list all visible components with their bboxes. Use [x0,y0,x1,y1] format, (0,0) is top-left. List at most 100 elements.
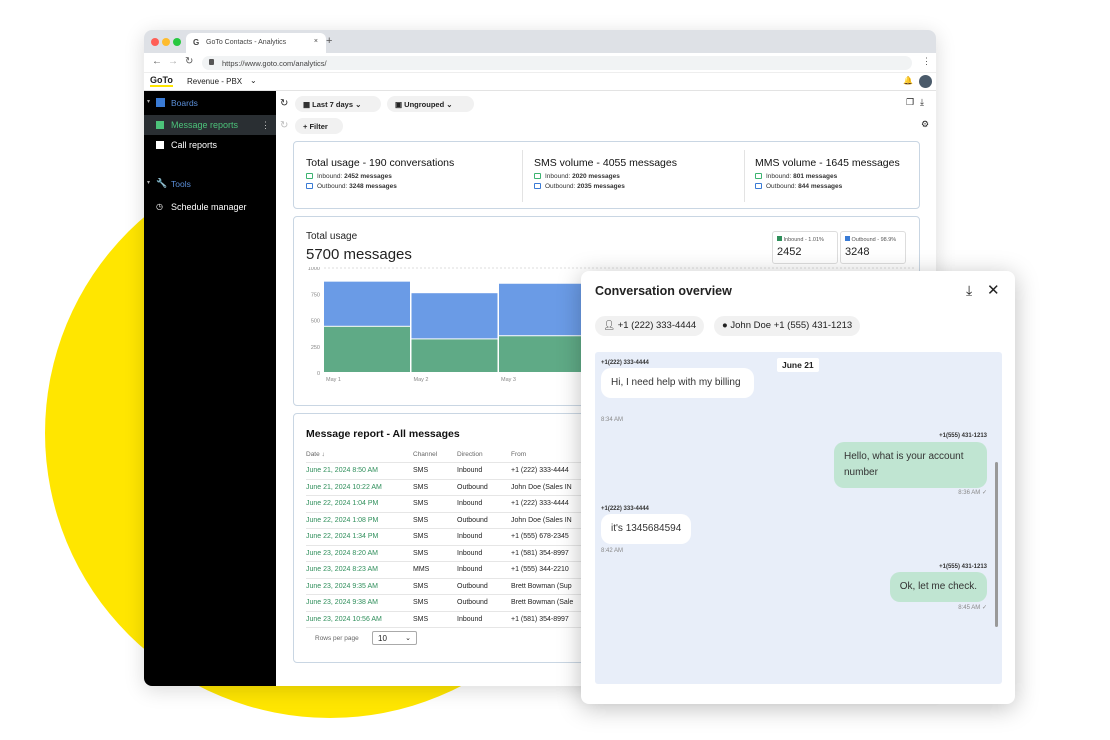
date-cell[interactable]: June 22, 2024 1:08 PM [306,512,413,529]
tab-title: GoTo Contacts - Analytics [206,39,287,46]
browser-tab[interactable]: G GoTo Contacts - Analytics × [186,33,326,53]
sidebar-item-call-reports[interactable]: Call reports [144,135,276,155]
divider [744,150,745,202]
date-cell[interactable]: June 23, 2024 8:20 AM [306,545,413,562]
channel-cell: MMS [413,561,457,579]
goto-logo[interactable]: GoTo [150,75,173,87]
browser-menu-icon[interactable]: ⋮ [922,56,931,66]
outbound-icon [534,183,541,189]
copy-icon[interactable]: ❐ [906,97,915,107]
download-icon[interactable]: ⤓ [966,282,973,298]
sidebar-section-boards[interactable]: ▾ Boards [144,93,276,113]
rows-per-page-label: Rows per page [315,635,359,642]
close-window-button[interactable] [151,38,159,46]
message-sender: +1(222) 333-4444 [601,506,649,512]
date-cell[interactable]: June 23, 2024 8:23 AM [306,561,413,579]
y-tick-label: 1000 [308,267,320,272]
message-sender: +1(555) 431-1213 [939,564,987,570]
sidebar-item-label: Call reports [171,140,218,150]
direction-cell: Outbound [457,512,511,529]
channel-cell: SMS [413,479,457,496]
date-cell[interactable]: June 22, 2024 1:34 PM [306,528,413,546]
date-cell[interactable]: June 23, 2024 9:35 AM [306,578,413,595]
grid-icon [156,141,164,149]
check-icon: ✓ [981,605,987,611]
more-icon[interactable]: ⋮ [261,120,270,130]
outbound-icon [306,183,313,189]
column-header-channel[interactable]: Channel [413,446,457,463]
reload-icon[interactable]: ↻ [185,56,194,67]
direction-cell: Outbound [457,594,511,612]
close-icon[interactable]: ✕ [987,282,1000,299]
tools-label: Tools [171,179,191,189]
date-cell[interactable]: June 21, 2024 8:50 AM [306,462,413,480]
back-icon[interactable]: ← [152,56,162,67]
bar-outbound [324,281,410,326]
channel-cell: SMS [413,611,457,628]
sidebar-item-message-reports[interactable]: Message reports ⋮ [144,115,276,135]
sidebar-section-tools[interactable]: ▾ 🔧 Tools [144,174,276,194]
bar-inbound [324,326,410,372]
column-header-direction[interactable]: Direction [457,446,511,463]
outbound-swatch [845,236,850,241]
workspace-selector[interactable]: Revenue - PBX [187,77,243,86]
stats-card: Total usage - 190 conversations Inbound:… [293,141,920,209]
outbound-legend-box[interactable]: Outbound - 98.9% 3248 [840,231,906,264]
download-icon[interactable]: ⤓ [920,97,924,107]
outbound-icon [755,183,762,189]
new-tab-button[interactable]: + [326,35,333,47]
x-tick-label: May 1 [326,377,341,383]
participant-chip-agent[interactable]: ● John Doe +1 (555) 431-1213 [714,316,861,336]
usage-title: Total usage [306,231,358,242]
modal-title: Conversation overview [595,284,732,298]
inbound-legend-box[interactable]: Inbound - 1.01% 2452 [772,231,838,264]
clock-icon: ◷ [156,202,163,211]
forward-icon[interactable]: → [168,56,178,67]
maximize-window-button[interactable] [173,38,181,46]
refresh-icon[interactable]: ↻ [280,98,289,109]
url-input[interactable]: https://www.goto.com/analytics/ [202,56,912,70]
direction-cell: Outbound [457,578,511,595]
check-icon: ✓ [981,490,987,496]
caret-down-icon: ▾ [147,99,151,105]
direction-cell: Inbound [457,545,511,562]
column-header-date[interactable]: Date ↓ [306,446,413,463]
filter-button[interactable]: + Filter [295,118,343,134]
x-tick-label: May 2 [414,377,429,383]
scrollbar[interactable] [995,462,998,627]
sidebar-item-label: Schedule manager [171,202,247,212]
wrench-icon: 🔧 [156,178,168,188]
grouping-label: Ungrouped [404,100,445,109]
rows-per-page-select[interactable]: 10 ⌄ [372,631,417,645]
channel-cell: SMS [413,578,457,595]
date-cell[interactable]: June 22, 2024 1:04 PM [306,495,413,513]
settings-gear-icon[interactable]: ⚙ [921,119,930,129]
date-cell[interactable]: June 23, 2024 9:38 AM [306,594,413,612]
sidebar-item-schedule-manager[interactable]: ◷ Schedule manager [144,197,276,217]
stat-title: SMS volume - 4055 messages [534,157,677,169]
address-bar-row: ← → ↻ https://www.goto.com/analytics/ ⋮ [144,53,936,73]
date-cell[interactable]: June 23, 2024 10:56 AM [306,611,413,628]
person-filled-icon: ● [722,320,731,331]
participant-chip-customer[interactable]: 👤︎ +1 (222) 333-4444 [595,316,705,336]
minimize-window-button[interactable] [162,38,170,46]
bell-icon[interactable]: 🔔 [903,76,913,85]
chevron-down-icon[interactable]: ⌄ [250,76,257,85]
sidebar: ▾ Boards Message reports ⋮ Call reports … [144,91,276,686]
avatar[interactable] [919,75,932,88]
inbound-icon [306,173,313,179]
date-range-dropdown[interactable]: ▦ Last 7 days ⌄ [295,96,381,112]
channel-cell: SMS [413,545,457,562]
sort-arrow-icon: ↓ [321,450,325,458]
channel-cell: SMS [413,512,457,529]
channel-cell: SMS [413,594,457,612]
direction-cell: Inbound [457,561,511,579]
calendar-icon: ▦ [303,100,313,109]
date-cell[interactable]: June 21, 2024 10:22 AM [306,479,413,496]
reset-icon[interactable]: ↻ [280,120,289,131]
message-time: 8:34 AM [601,417,624,423]
bar-outbound [499,283,585,336]
close-tab-icon[interactable]: × [313,38,318,45]
report-title: Message report - All messages [306,428,460,440]
grouping-dropdown[interactable]: ▣ Ungrouped ⌄ [387,96,474,112]
